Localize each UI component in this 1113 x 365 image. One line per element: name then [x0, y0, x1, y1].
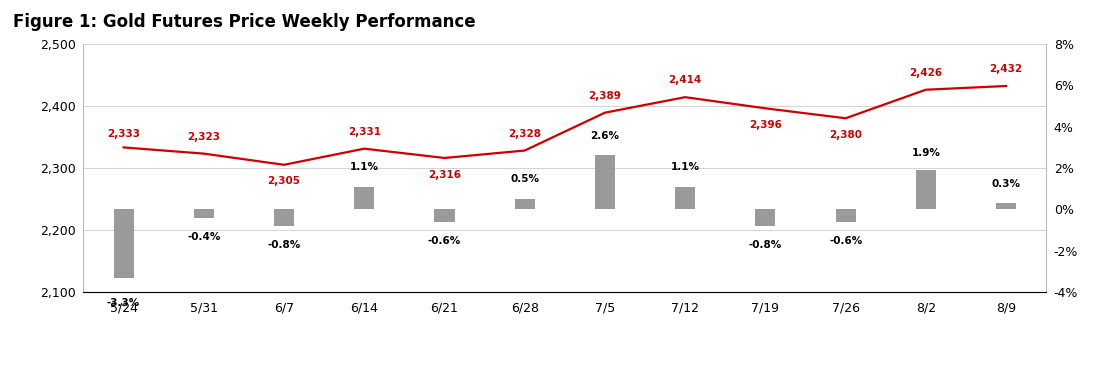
Text: -0.6%: -0.6%	[427, 236, 461, 246]
Text: 2,426: 2,426	[909, 68, 943, 78]
Text: 2,380: 2,380	[829, 130, 863, 140]
Text: 2,396: 2,396	[749, 120, 781, 130]
Text: 2,432: 2,432	[989, 64, 1023, 74]
Text: 2,316: 2,316	[429, 170, 461, 180]
Bar	[194, 209, 214, 218]
Bar	[354, 187, 374, 209]
Text: 2.6%: 2.6%	[591, 131, 620, 141]
Text: 1.1%: 1.1%	[349, 162, 378, 172]
Text: 2,323: 2,323	[187, 132, 220, 142]
Bar	[676, 187, 696, 209]
Text: -0.8%: -0.8%	[267, 240, 301, 250]
Bar	[114, 209, 134, 277]
Bar	[916, 170, 936, 209]
Text: -3.3%: -3.3%	[107, 297, 140, 308]
Text: 2,389: 2,389	[589, 91, 621, 101]
Bar	[595, 155, 615, 209]
Text: 1.9%: 1.9%	[912, 148, 940, 158]
Bar	[514, 199, 534, 209]
Text: Figure 1: Gold Futures Price Weekly Performance: Figure 1: Gold Futures Price Weekly Perf…	[13, 13, 476, 31]
Text: -0.8%: -0.8%	[749, 240, 782, 250]
Text: 1.1%: 1.1%	[671, 162, 700, 172]
Bar	[274, 209, 294, 226]
Text: 2,333: 2,333	[107, 128, 140, 139]
Bar	[434, 209, 454, 222]
Text: 0.3%: 0.3%	[992, 178, 1021, 189]
Bar	[756, 209, 776, 226]
Text: 2,305: 2,305	[267, 176, 301, 187]
Text: 0.5%: 0.5%	[510, 174, 539, 184]
Text: 2,331: 2,331	[347, 127, 381, 137]
Text: 2,414: 2,414	[669, 76, 702, 85]
Text: -0.4%: -0.4%	[187, 232, 220, 242]
Bar	[836, 209, 856, 222]
Bar	[996, 203, 1016, 209]
Text: 2,328: 2,328	[509, 129, 541, 139]
Text: -0.6%: -0.6%	[829, 236, 863, 246]
